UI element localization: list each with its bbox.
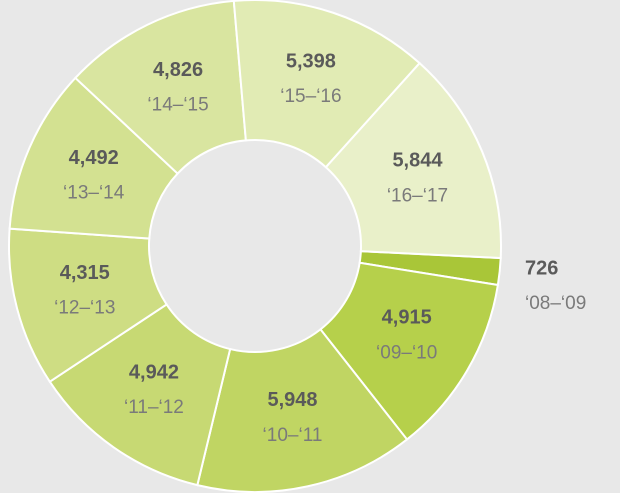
category-label: ‘10–‘11 bbox=[263, 425, 323, 446]
value-label: 4,492 bbox=[69, 147, 119, 169]
category-label: ‘14–‘15 bbox=[147, 95, 208, 116]
value-label: 5,948 bbox=[267, 389, 317, 411]
value-label: 4,826 bbox=[153, 59, 203, 81]
category-label: ‘11–‘12 bbox=[124, 397, 184, 418]
donut-slice bbox=[319, 261, 500, 441]
category-label: ‘08–‘09 bbox=[525, 293, 586, 314]
value-label: 5,398 bbox=[286, 50, 336, 72]
category-label: ‘16–‘17 bbox=[387, 185, 448, 206]
value-label: 726 bbox=[525, 257, 558, 279]
donut-slice bbox=[48, 303, 232, 487]
donut-slice bbox=[196, 327, 409, 493]
value-label: 4,915 bbox=[382, 307, 432, 329]
value-label: 5,844 bbox=[392, 150, 443, 172]
category-label: ‘12–‘13 bbox=[54, 298, 115, 319]
category-label: ‘09–‘10 bbox=[376, 342, 437, 363]
donut-slice bbox=[324, 61, 502, 260]
value-label: 4,942 bbox=[129, 361, 179, 383]
category-label: ‘15–‘16 bbox=[280, 86, 341, 107]
category-label: ‘13–‘14 bbox=[63, 183, 125, 204]
value-label: 4,315 bbox=[60, 262, 110, 284]
donut-slice bbox=[232, 0, 421, 169]
